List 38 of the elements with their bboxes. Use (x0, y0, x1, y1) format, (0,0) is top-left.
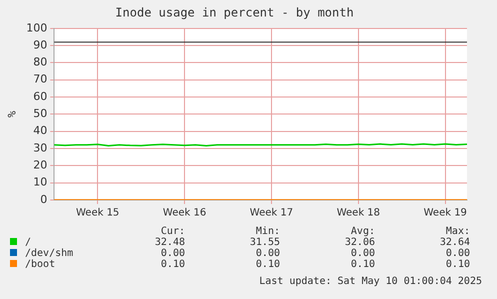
legend-label: / (24, 237, 32, 248)
text: Cur: (160, 226, 185, 237)
legend-label: /dev/shm (24, 248, 74, 259)
text: 0.10 (160, 259, 185, 270)
y-tick-label: 80 (33, 56, 48, 69)
y-tick-label: 90 (33, 38, 48, 52)
legend-label: /boot (24, 259, 56, 270)
y-tick-label: 60 (33, 90, 48, 103)
text: 0.00 (444, 248, 470, 259)
y-axis-title: % (5, 110, 18, 118)
x-tick-label: Week 15 (76, 208, 120, 219)
y-tick-label: 100 (26, 21, 48, 34)
x-tick-label: Week 18 (336, 208, 380, 219)
text: 0.00 (254, 248, 280, 259)
text: 0.10 (254, 259, 280, 270)
text: Last update: Sat May 10 01:00:04 2025 (259, 276, 482, 287)
text: 32.64 (438, 237, 470, 248)
text: Min: (254, 226, 280, 237)
text: Max: (444, 226, 470, 237)
chart-title: Inode usage in percent - by month (115, 5, 354, 20)
y-tick-label: 70 (33, 72, 48, 86)
y-tick-label: 20 (33, 158, 48, 172)
text: 0.10 (350, 259, 375, 270)
y-tick-label: 10 (33, 176, 48, 189)
text: 32.06 (344, 237, 375, 248)
text: 0.00 (160, 248, 185, 259)
x-tick-label: Week 17 (250, 208, 294, 219)
text: 0.10 (444, 259, 470, 270)
x-tick-label: Week 19 (424, 208, 467, 219)
y-tick-label: 50 (33, 107, 48, 120)
text: 0.00 (350, 248, 375, 259)
y-tick-label: 40 (33, 124, 48, 138)
y-tick-label: 30 (33, 141, 48, 154)
text: 31.55 (248, 237, 280, 248)
y-tick-label: 0 (40, 192, 48, 206)
x-tick-label: Week 16 (162, 208, 206, 219)
text: 32.48 (154, 237, 185, 248)
text: Avg: (350, 226, 375, 237)
